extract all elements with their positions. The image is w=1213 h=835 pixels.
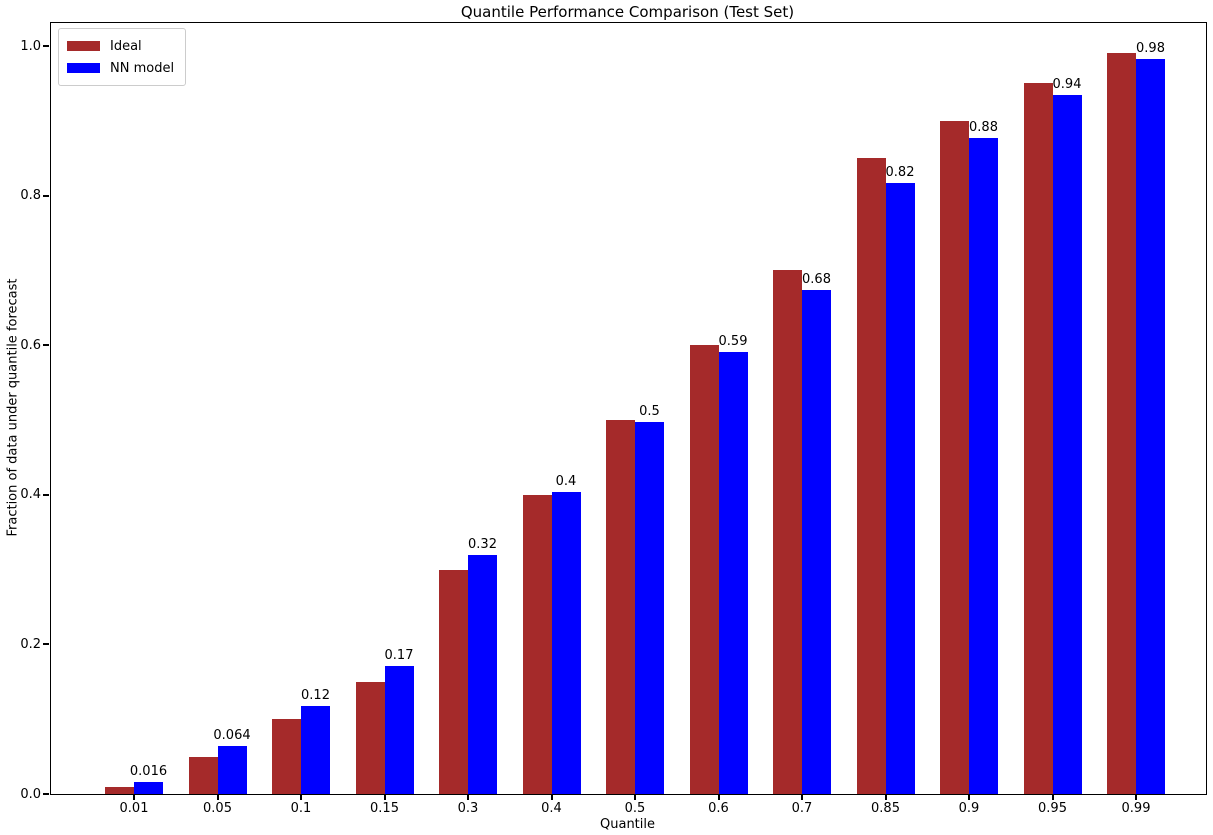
x-tick-mark xyxy=(884,794,887,800)
bar-value-label: 0.5 xyxy=(639,404,660,420)
y-tick-label: 0.2 xyxy=(20,636,41,652)
bar-nn-model-0.1 xyxy=(301,705,330,794)
bar-ideal-0.05 xyxy=(188,756,218,794)
legend-label-nn-model: NN model xyxy=(110,60,175,76)
bar-value-label: 0.12 xyxy=(301,687,330,703)
x-tick-mark xyxy=(634,794,636,800)
x-tick-mark xyxy=(801,794,803,800)
x-tick-label: 0.05 xyxy=(203,801,232,816)
bar-ideal-0.9 xyxy=(940,120,969,794)
bar-nn-model-0.05 xyxy=(217,746,247,794)
y-tick-mark xyxy=(43,493,49,496)
x-axis-label: Quantile xyxy=(600,817,655,832)
x-tick-label: 0.99 xyxy=(1121,801,1151,816)
x-tick-mark xyxy=(133,794,135,800)
x-tick-mark xyxy=(216,794,219,800)
bar-nn-model-0.6 xyxy=(718,351,748,794)
bar-ideal-0.6 xyxy=(689,345,719,794)
bar-ideal-0.99 xyxy=(1107,53,1136,794)
x-tick-mark xyxy=(1051,794,1054,800)
bar-value-label: 0.82 xyxy=(885,164,915,180)
y-tick-label: 1.0 xyxy=(20,38,41,54)
x-tick-label: 0.7 xyxy=(791,801,813,816)
x-tick-label: 0.4 xyxy=(541,801,562,816)
bar-ideal-0.7 xyxy=(773,270,802,794)
legend-item-ideal: Ideal xyxy=(67,35,174,57)
y-tick-label: 0.6 xyxy=(20,337,41,353)
bar-ideal-0.1 xyxy=(272,719,301,794)
bar-ideal-0.4 xyxy=(522,494,552,794)
y-tick-mark xyxy=(43,344,49,347)
y-axis-label: Fraction of data under quantile forecast xyxy=(5,278,21,537)
bar-value-label: 0.016 xyxy=(129,764,168,780)
bar-ideal-0.85 xyxy=(856,158,886,794)
bar-value-label: 0.064 xyxy=(213,728,251,744)
bar-value-label: 0.4 xyxy=(555,473,577,489)
bar-value-label: 0.68 xyxy=(802,271,831,287)
bar-value-label: 0.32 xyxy=(468,536,497,552)
bar-nn-model-0.15 xyxy=(384,666,414,794)
x-tick-label: 0.85 xyxy=(871,801,900,816)
bar-nn-model-0.5 xyxy=(635,422,664,794)
bar-nn-model-0.9 xyxy=(969,138,998,794)
y-tick-label: 0.8 xyxy=(20,188,41,204)
bar-nn-model-0.4 xyxy=(551,491,581,794)
bar-nn-model-0.95 xyxy=(1052,95,1082,794)
x-tick-label: 0.5 xyxy=(624,801,646,816)
bar-ideal-0.95 xyxy=(1023,83,1053,794)
bar-nn-model-0.99 xyxy=(1136,58,1165,794)
x-tick-label: 0.15 xyxy=(370,801,399,816)
legend-label-ideal: Ideal xyxy=(110,38,142,54)
legend-item-nn-model: NN model xyxy=(67,57,174,79)
bar-value-label: 0.59 xyxy=(718,333,748,349)
y-tick-mark xyxy=(43,643,49,646)
x-tick-label: 0.95 xyxy=(1038,801,1067,816)
y-tick-mark xyxy=(43,45,49,47)
x-tick-mark xyxy=(968,794,970,800)
x-tick-mark xyxy=(300,794,302,800)
y-tick-mark xyxy=(43,194,49,197)
y-tick-label: 0.4 xyxy=(20,487,41,503)
bar-ideal-0.3 xyxy=(439,569,468,794)
bar-ideal-0.5 xyxy=(606,420,635,794)
x-tick-mark xyxy=(467,794,469,800)
plot-area: Ideal NN model 0.0 0.2 0.4 0.6 0.8 1.0 0.01 0.0… xyxy=(20,22,1207,815)
x-tick-mark xyxy=(717,794,720,800)
legend: Ideal NN model xyxy=(58,28,187,86)
legend-swatch-ideal xyxy=(67,41,100,51)
x-tick-mark xyxy=(1135,794,1137,800)
x-tick-label: 0.6 xyxy=(708,801,729,816)
bar-value-label: 0.88 xyxy=(969,120,998,135)
chart-title: Quantile Performance Comparison (Test Se… xyxy=(460,3,795,21)
bar-nn-model-0.01 xyxy=(134,782,163,794)
x-tick-mark xyxy=(550,794,553,800)
x-tick-label: 0.3 xyxy=(457,801,479,816)
legend-swatch-nn-model xyxy=(67,63,100,73)
bar-nn-model-0.85 xyxy=(885,182,915,794)
bar-value-label: 0.98 xyxy=(1136,40,1165,56)
bar-ideal-0.15 xyxy=(355,681,385,794)
bar-value-label: 0.17 xyxy=(384,648,414,664)
bar-nn-model-0.3 xyxy=(468,554,497,794)
x-tick-label: 0.1 xyxy=(290,801,312,816)
x-tick-label: 0.01 xyxy=(119,801,149,816)
bar-value-label: 0.94 xyxy=(1052,77,1082,93)
bar-ideal-0.01 xyxy=(105,786,134,794)
x-tick-mark xyxy=(383,794,386,800)
y-tick-mark xyxy=(43,793,49,795)
x-tick-label: 0.9 xyxy=(958,801,980,816)
bar-nn-model-0.7 xyxy=(802,289,831,794)
y-tick-label: 0.0 xyxy=(20,786,41,802)
